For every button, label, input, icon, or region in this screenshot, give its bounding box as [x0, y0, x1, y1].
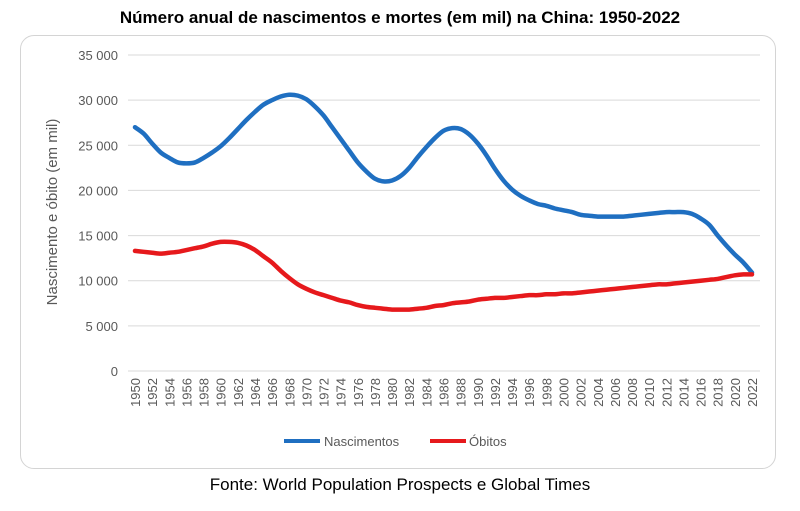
x-tick-label: 1990 [471, 378, 486, 407]
x-tick-label: 1976 [351, 378, 366, 407]
x-tick-label: 1970 [299, 378, 314, 407]
x-tick-label: 1986 [437, 378, 452, 407]
series-line-nascimentos [132, 92, 755, 275]
y-axis-label: Nascimento e óbito (em mil) [44, 119, 61, 306]
x-tick-label: 1966 [265, 378, 280, 407]
x-tick-label: 1978 [368, 378, 383, 407]
x-tick-label: 2016 [694, 378, 709, 407]
x-tick-label: 1984 [419, 378, 434, 407]
x-tick-label: 1994 [505, 378, 520, 407]
x-tick-label: 2002 [574, 378, 589, 407]
x-tick-label: 2020 [728, 378, 743, 407]
x-tick-label: 2012 [659, 378, 674, 407]
chart-title: Número anual de nascimentos e mortes (em… [119, 8, 681, 27]
x-tick-label: 2010 [642, 378, 657, 407]
x-tick-label: 1954 [162, 378, 177, 407]
x-tick-labels: 1950 1952 1954 1956 1958 1960 1962 1964 1966 1968… [128, 378, 760, 407]
x-tick-label: 1988 [454, 378, 469, 407]
legend: Nascimentos Óbitos [284, 434, 507, 449]
x-tick-label: 2008 [625, 378, 640, 407]
x-tick-label: 1962 [231, 378, 246, 407]
source-note: Fonte: World Population Prospects e Glob… [209, 475, 591, 494]
x-tick-label: 1950 [128, 378, 143, 407]
x-tick-label: 1974 [334, 378, 349, 407]
y-tick-label: 30 000 [78, 93, 118, 108]
x-tick-label: 1964 [248, 378, 263, 407]
series-lines [132, 92, 755, 312]
x-tick-label: 1998 [539, 378, 554, 407]
series-line-obitos [132, 239, 755, 312]
x-tick-label: 1992 [488, 378, 503, 407]
x-tick-label: 2000 [556, 378, 571, 407]
y-tick-label: 15 000 [78, 229, 118, 244]
x-tick-label: 1956 [179, 378, 194, 407]
x-tick-label: 1952 [145, 378, 160, 407]
x-tick-label: 1996 [522, 378, 537, 407]
x-tick-label: 1968 [282, 378, 297, 407]
y-tick-label: 0 [111, 364, 118, 379]
y-tick-label: 25 000 [78, 138, 118, 153]
gridlines [128, 54, 760, 372]
x-tick-label: 2004 [591, 378, 606, 407]
x-tick-label: 2014 [676, 378, 691, 407]
x-tick-label: 2018 [711, 378, 726, 407]
x-tick-label: 1960 [214, 378, 229, 407]
x-tick-label: 1958 [197, 378, 212, 407]
y-tick-label: 20 000 [78, 183, 118, 198]
x-tick-label: 1980 [385, 378, 400, 407]
y-tick-label: 5 000 [85, 319, 118, 334]
x-tick-label: 2022 [745, 378, 760, 407]
legend-label-nascimentos: Nascimentos [324, 434, 400, 449]
x-tick-label: 1982 [402, 378, 417, 407]
x-tick-label: 2006 [608, 378, 623, 407]
y-tick-labels: 0 5 000 10 000 15 000 20 000 25 000 30 000 35 0… [78, 48, 118, 379]
x-tick-label: 1972 [317, 378, 332, 407]
y-tick-label: 35 000 [78, 48, 118, 63]
legend-label-obitos: Óbitos [469, 434, 507, 449]
y-tick-label: 10 000 [78, 274, 118, 289]
